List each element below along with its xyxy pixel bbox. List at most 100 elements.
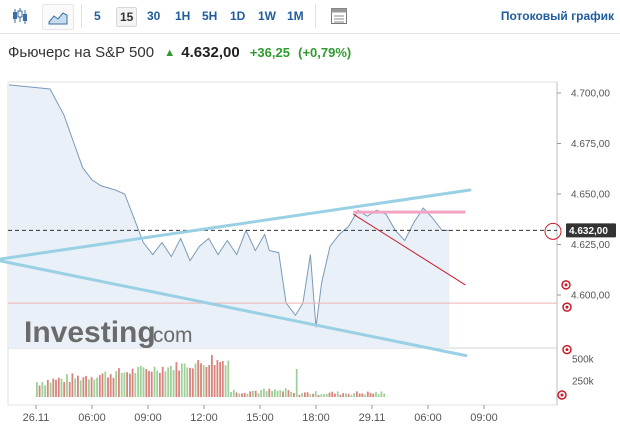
volume-bar [309, 394, 312, 397]
volume-bar [153, 366, 156, 397]
volume-bar [325, 393, 328, 397]
volume-bar [36, 382, 38, 397]
reference-lines [8, 229, 557, 304]
volume-bar [41, 381, 44, 397]
trendlines [0, 188, 472, 358]
volume-bar [82, 377, 85, 397]
stream-chart-link[interactable]: Потоковый график [500, 9, 614, 23]
volume-bar [246, 393, 249, 397]
volume-bar [129, 373, 131, 397]
interval-5[interactable]: 5 [94, 9, 101, 23]
volume-bar [63, 382, 66, 397]
volume-tick-label: 500k [572, 355, 595, 366]
interval-1w[interactable]: 1W [258, 9, 276, 23]
volume-bar [123, 372, 126, 397]
volume-bar [101, 373, 104, 397]
volume-bar [342, 393, 345, 397]
area-chart-icon[interactable] [42, 4, 74, 30]
interval-30[interactable]: 30 [147, 9, 161, 23]
volume-bar [38, 385, 41, 397]
x-tick-label: 15:00 [246, 412, 274, 424]
volume-bar [191, 368, 194, 397]
quote-header: Фьючерс на S&P 500 ▲ 4.632,00 +36,25 (+0… [8, 44, 351, 61]
volume-bar [235, 392, 238, 397]
interval-1h[interactable]: 1H [175, 9, 191, 23]
price-area-fill [9, 84, 450, 349]
volume-bar [134, 373, 137, 397]
volume-bar [109, 374, 112, 397]
candlestick-icon[interactable] [5, 4, 35, 28]
volume-bar [254, 390, 257, 397]
volume-bar [320, 394, 323, 397]
volume-bar [77, 375, 79, 397]
volume-bar [74, 378, 77, 397]
volume-bar [366, 391, 369, 397]
interval-1d[interactable]: 1D [230, 9, 246, 23]
volume-bar [375, 392, 377, 397]
volume-bar [186, 367, 189, 397]
volume-bar [161, 366, 164, 397]
y-tick-label: 4.600,00 [571, 291, 610, 302]
volume-bar [257, 393, 260, 397]
volume-bar [265, 391, 268, 397]
interval-15[interactable]: 15 [116, 7, 138, 27]
volume-bar [260, 390, 262, 397]
up-arrow-icon: ▲ [164, 47, 176, 59]
volume-bar [350, 394, 353, 397]
volume-bar [361, 393, 364, 397]
volume-bar [377, 394, 380, 397]
table-icon[interactable] [324, 4, 354, 28]
interval-5h[interactable]: 5H [202, 9, 218, 23]
volume-bar [298, 394, 301, 397]
volume-bar [213, 365, 216, 397]
volume-bar [178, 370, 180, 397]
volume-bar [293, 393, 295, 397]
x-tick-label: 06:00 [78, 412, 106, 424]
volume-bar [273, 389, 276, 397]
price-change: +36,25 [249, 45, 290, 60]
toolbar-divider [315, 4, 316, 28]
volume-bar [323, 394, 325, 397]
trendline-handle-dot [560, 393, 564, 397]
volume-bar [205, 367, 208, 397]
upper-trendline [0, 188, 472, 261]
chart-axes: 4.700,00 4.675,00 4.650,00 4.625,00 4.600,00… [23, 89, 616, 424]
x-tick-label: 09:00 [134, 412, 162, 424]
volume-bar [345, 393, 347, 397]
instrument-name: Фьючерс на S&P 500 [8, 44, 155, 61]
volume-bar [57, 377, 60, 397]
volume-bar [243, 392, 246, 397]
trendline-handle-dot [564, 283, 568, 287]
volume-bar [46, 379, 49, 397]
volume-bar [331, 391, 334, 397]
volume-bar [120, 372, 123, 397]
volume-bar [279, 390, 282, 397]
y-tick-label: 4.650,00 [571, 190, 610, 201]
volume-bar [369, 392, 372, 397]
x-tick-label: 06:00 [414, 412, 442, 424]
volume-bar [284, 388, 287, 397]
volume-bar [175, 362, 178, 397]
volume-bar [90, 377, 93, 397]
volume-bar [334, 393, 336, 397]
watermark-suffix: .com [147, 324, 193, 347]
volume-bar [224, 365, 227, 397]
interval-1m[interactable]: 1M [287, 9, 304, 23]
volume-bar [145, 369, 148, 397]
volume-bar [115, 371, 118, 397]
volume-bar [180, 363, 183, 397]
volume-bar [52, 378, 55, 397]
x-tick-label: 18:00 [302, 412, 330, 424]
lower-trendline [0, 259, 468, 358]
volume-bar [55, 379, 57, 397]
volume-bar [142, 367, 145, 397]
volume-bar [96, 377, 98, 397]
volume-bar [68, 382, 71, 397]
investing-watermark: Investing .com [24, 316, 193, 349]
volume-bar [172, 370, 175, 397]
volume-bar [304, 392, 306, 397]
last-price: 4.632,00 [181, 44, 240, 61]
y-tick-label: 4.625,00 [571, 240, 610, 251]
volume-bar [383, 393, 386, 397]
